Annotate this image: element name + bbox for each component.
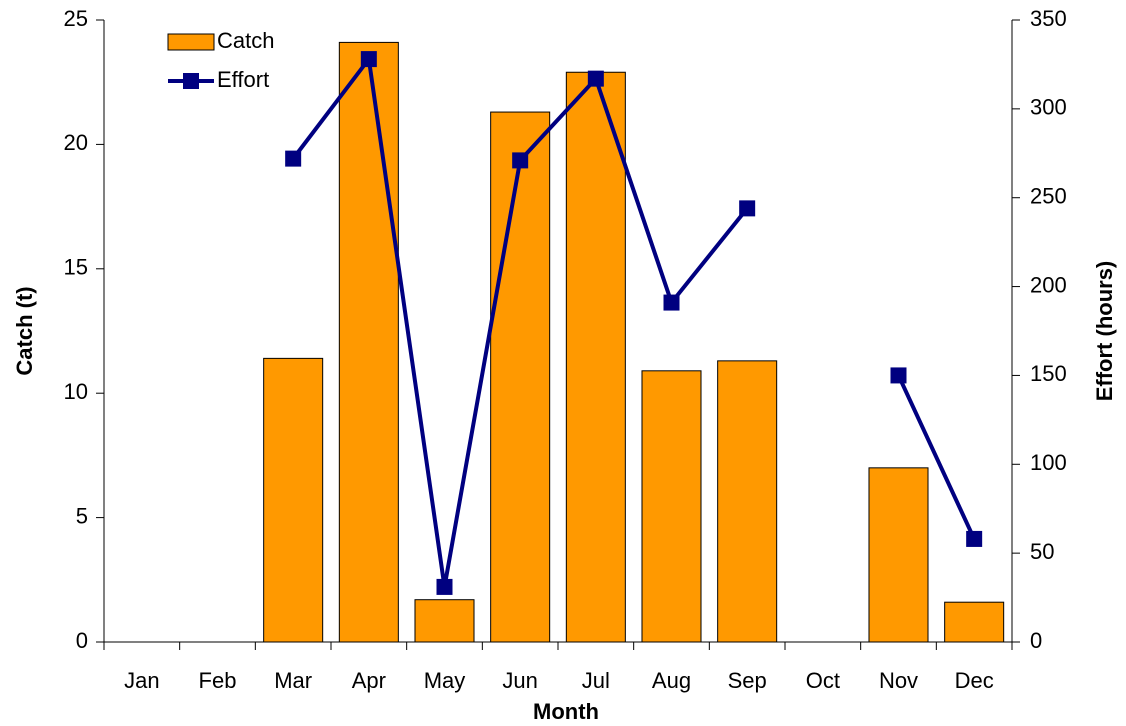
x-axis-title: Month <box>533 699 599 724</box>
marker <box>966 530 983 547</box>
y-tick-label: 0 <box>76 628 88 653</box>
y-axis-title: Catch (t) <box>12 286 37 375</box>
bar <box>263 357 324 643</box>
x-tick-label: Feb <box>199 668 237 693</box>
marker <box>739 200 756 217</box>
x-tick-label: Dec <box>955 668 994 693</box>
y-tick-label: 5 <box>76 503 88 528</box>
legend-swatch <box>183 73 199 89</box>
y2-tick-label: 300 <box>1030 95 1067 120</box>
bar <box>717 360 778 643</box>
x-tick-label: May <box>424 668 466 693</box>
x-tick-label: Sep <box>728 668 767 693</box>
y2-tick-label: 350 <box>1030 6 1067 31</box>
bar <box>490 111 551 643</box>
bar <box>338 41 399 643</box>
y2-tick-label: 100 <box>1030 450 1067 475</box>
marker <box>587 70 604 87</box>
marker <box>285 150 302 167</box>
bar <box>641 370 702 643</box>
x-tick-label: Jan <box>124 668 159 693</box>
x-tick-label: Oct <box>806 668 840 693</box>
bar <box>414 599 475 643</box>
legend-label: Effort <box>217 67 269 92</box>
x-tick-label: Apr <box>352 668 386 693</box>
marker <box>512 152 529 169</box>
x-tick-label: Mar <box>274 668 312 693</box>
legend-label: Catch <box>217 28 274 53</box>
bar <box>868 467 929 643</box>
legend-swatch <box>167 33 215 51</box>
marker <box>436 578 453 595</box>
marker <box>360 51 377 68</box>
y-tick-label: 15 <box>64 255 88 280</box>
y-tick-label: 20 <box>64 130 88 155</box>
x-tick-label: Jun <box>502 668 537 693</box>
bar <box>944 601 1005 643</box>
y2-tick-label: 50 <box>1030 539 1054 564</box>
y2-tick-label: 250 <box>1030 184 1067 209</box>
marker <box>663 294 680 311</box>
y2-axis-title: Effort (hours) <box>1092 261 1117 402</box>
x-tick-label: Jul <box>582 668 610 693</box>
y2-tick-label: 200 <box>1030 272 1067 297</box>
marker <box>890 367 907 384</box>
y-tick-label: 25 <box>64 6 88 31</box>
y-tick-label: 10 <box>64 379 88 404</box>
x-tick-label: Aug <box>652 668 691 693</box>
x-tick-label: Nov <box>879 668 918 693</box>
y2-tick-label: 150 <box>1030 361 1067 386</box>
y2-tick-label: 0 <box>1030 628 1042 653</box>
bar <box>565 71 626 643</box>
